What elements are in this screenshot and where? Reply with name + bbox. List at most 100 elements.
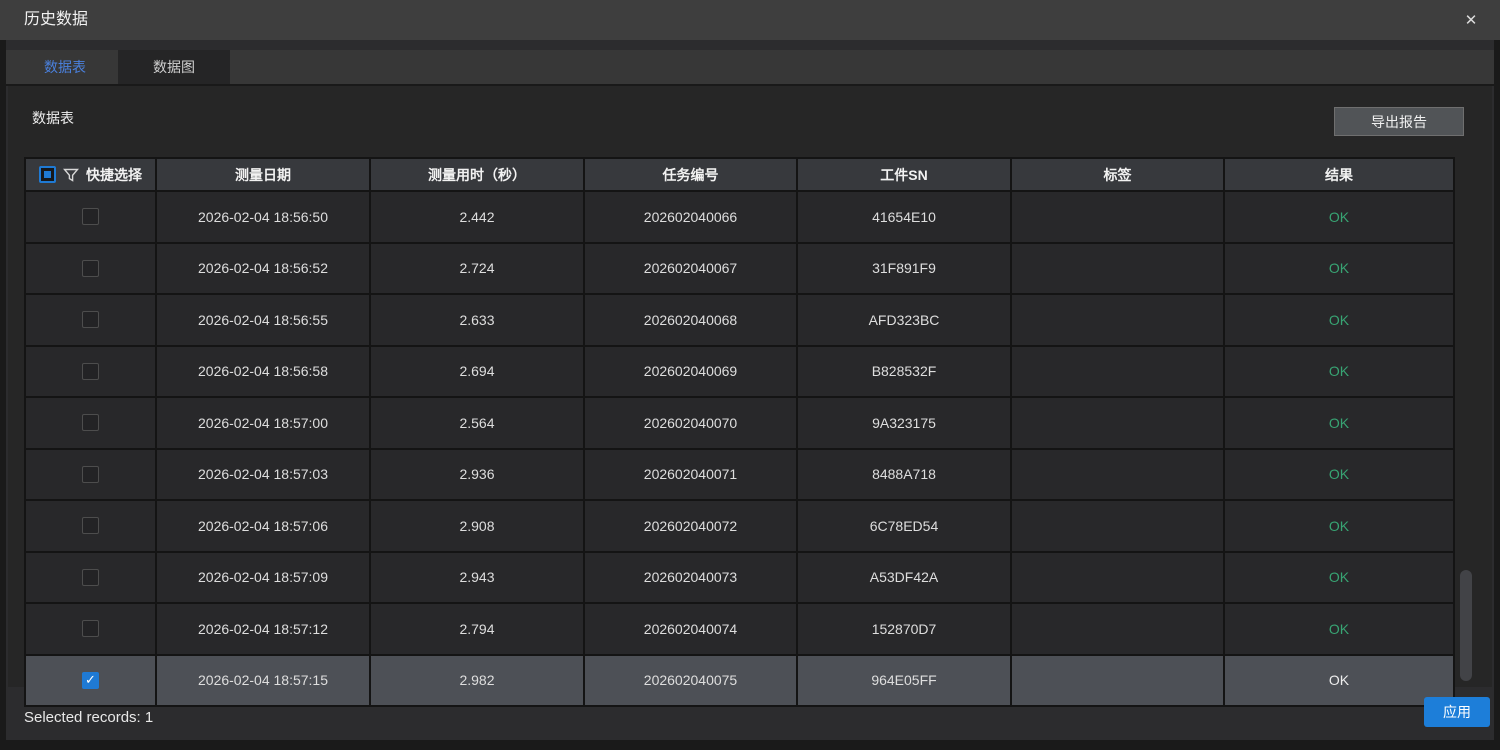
- table-row[interactable]: 2026-02-04 18:57:09 2.943 202602040073 A53D…: [26, 550, 1453, 602]
- table-row[interactable]: 2026-02-04 18:56:58 2.694 202602040069 B828…: [26, 344, 1453, 396]
- table-body: 2026-02-04 18:56:50 2.442 202602040066 4165…: [26, 190, 1453, 705]
- cell-date: 2026-02-04 18:57:15: [157, 655, 371, 705]
- table-row[interactable]: 2026-02-04 18:56:52 2.724 202602040067 31F8…: [26, 241, 1453, 293]
- cell-duration: 2.982: [371, 655, 585, 705]
- cell-tag: [1012, 398, 1225, 448]
- cell-task: 202602040074: [585, 604, 798, 654]
- row-checkbox[interactable]: [82, 620, 99, 638]
- cell-task: 202602040073: [585, 552, 798, 602]
- table-row[interactable]: 2026-02-04 18:56:55 2.633 202602040068 AFD3…: [26, 293, 1453, 345]
- cell-task: 202602040070: [585, 398, 798, 448]
- cell-date: 2026-02-04 18:56:58: [157, 346, 371, 396]
- data-table-pane: 数据表 导出报告 快捷选择 测量日期 测量用时（秒） 任务编号 工件SN 标签 结果 20…: [8, 86, 1492, 707]
- row-checkbox-cell: [26, 552, 157, 602]
- table-row[interactable]: 2026-02-04 18:57:03 2.936 202602040071 8488…: [26, 447, 1453, 499]
- cell-sn: 8488A718: [798, 449, 1012, 499]
- cell-tag: [1012, 243, 1225, 293]
- table-row[interactable]: ✓ 2026-02-04 18:57:15 2.982 202602040075 964…: [26, 653, 1453, 705]
- cell-sn: 152870D7: [798, 604, 1012, 654]
- cell-task: 202602040072: [585, 501, 798, 551]
- dialog-title: 历史数据: [24, 11, 89, 28]
- cell-task: 202602040075: [585, 655, 798, 705]
- cell-duration: 2.442: [371, 192, 585, 242]
- select-all-checkbox[interactable]: [39, 166, 56, 183]
- cell-sn: AFD323BC: [798, 295, 1012, 345]
- cell-tag: [1012, 655, 1225, 705]
- row-checkbox-cell: [26, 192, 157, 242]
- cell-date: 2026-02-04 18:57:06: [157, 501, 371, 551]
- cell-tag: [1012, 346, 1225, 396]
- cell-date: 2026-02-04 18:57:12: [157, 604, 371, 654]
- cell-result: OK: [1328, 260, 1350, 277]
- row-checkbox[interactable]: [82, 465, 99, 483]
- cell-result: OK: [1328, 517, 1350, 534]
- cell-duration: 2.943: [371, 552, 585, 602]
- row-checkbox-cell: [26, 501, 157, 551]
- row-checkbox-cell: [26, 346, 157, 396]
- cell-date: 2026-02-04 18:57:03: [157, 449, 371, 499]
- close-icon[interactable]: ✕: [1464, 12, 1478, 29]
- vertical-scrollbar-thumb[interactable]: [1460, 570, 1472, 681]
- column-header: 任务编号: [585, 159, 798, 190]
- cell-duration: 2.794: [371, 604, 585, 654]
- row-checkbox[interactable]: [82, 208, 99, 226]
- table-row[interactable]: 2026-02-04 18:57:12 2.794 202602040074 1528…: [26, 602, 1453, 654]
- apply-button[interactable]: 应用: [1424, 697, 1490, 727]
- row-checkbox[interactable]: [82, 517, 99, 535]
- column-header: 工件SN: [798, 159, 1012, 190]
- cell-sn: 964E05FF: [798, 655, 1012, 705]
- select-header-cell[interactable]: 快捷选择: [26, 159, 157, 190]
- cell-task: 202602040069: [585, 346, 798, 396]
- cell-task: 202602040066: [585, 192, 798, 242]
- cell-tag: [1012, 552, 1225, 602]
- partial-check-mark: [44, 171, 51, 178]
- row-checkbox-cell: ✓: [26, 655, 157, 705]
- cell-tag: [1012, 449, 1225, 499]
- row-checkbox[interactable]: [82, 362, 99, 380]
- cell-sn: 9A323175: [798, 398, 1012, 448]
- cell-date: 2026-02-04 18:56:52: [157, 243, 371, 293]
- cell-result: OK: [1328, 620, 1350, 637]
- column-header: 标签: [1012, 159, 1225, 190]
- select-header-label: 快捷选择: [86, 166, 142, 183]
- dialog-content: 数据表 数据图 数据表 导出报告 快捷选择 测量日期 测量用时（秒） 任务编号 工件S…: [6, 40, 1494, 740]
- cell-task: 202602040068: [585, 295, 798, 345]
- cell-sn: 41654E10: [798, 192, 1012, 242]
- cell-duration: 2.908: [371, 501, 585, 551]
- row-checkbox[interactable]: [82, 568, 99, 586]
- cell-duration: 2.564: [371, 398, 585, 448]
- cell-date: 2026-02-04 18:57:00: [157, 398, 371, 448]
- cell-date: 2026-02-04 18:56:55: [157, 295, 371, 345]
- tab-data-table[interactable]: 数据表: [12, 50, 118, 84]
- row-checkbox[interactable]: [82, 311, 99, 329]
- table-row[interactable]: 2026-02-04 18:57:06 2.908 202602040072 6C78…: [26, 499, 1453, 551]
- row-checkbox[interactable]: [82, 414, 99, 432]
- cell-result: OK: [1328, 466, 1350, 483]
- tab-bar: 数据表 数据图: [6, 50, 1494, 86]
- cell-task: 202602040071: [585, 449, 798, 499]
- row-checkbox-cell: [26, 604, 157, 654]
- cell-date: 2026-02-04 18:56:50: [157, 192, 371, 242]
- tab-data-chart[interactable]: 数据图: [118, 50, 230, 84]
- cell-date: 2026-02-04 18:57:09: [157, 552, 371, 602]
- cell-tag: [1012, 192, 1225, 242]
- row-checkbox-cell: [26, 243, 157, 293]
- cell-sn: 6C78ED54: [798, 501, 1012, 551]
- cell-tag: [1012, 604, 1225, 654]
- cell-duration: 2.936: [371, 449, 585, 499]
- cell-duration: 2.694: [371, 346, 585, 396]
- cell-result: OK: [1328, 569, 1350, 586]
- table-header-row: 快捷选择 测量日期 测量用时（秒） 任务编号 工件SN 标签 结果: [26, 159, 1453, 190]
- column-header: 测量用时（秒）: [371, 159, 585, 190]
- row-checkbox[interactable]: [82, 259, 99, 277]
- row-checkbox-checked[interactable]: ✓: [82, 671, 99, 689]
- row-checkbox-cell: [26, 398, 157, 448]
- cell-duration: 2.724: [371, 243, 585, 293]
- table-row[interactable]: 2026-02-04 18:56:50 2.442 202602040066 4165…: [26, 190, 1453, 242]
- table-row[interactable]: 2026-02-04 18:57:00 2.564 202602040070 9A32…: [26, 396, 1453, 448]
- filter-icon[interactable]: [63, 167, 79, 183]
- cell-tag: [1012, 295, 1225, 345]
- row-checkbox-cell: [26, 449, 157, 499]
- export-report-button[interactable]: 导出报告: [1334, 107, 1464, 136]
- cell-tag: [1012, 501, 1225, 551]
